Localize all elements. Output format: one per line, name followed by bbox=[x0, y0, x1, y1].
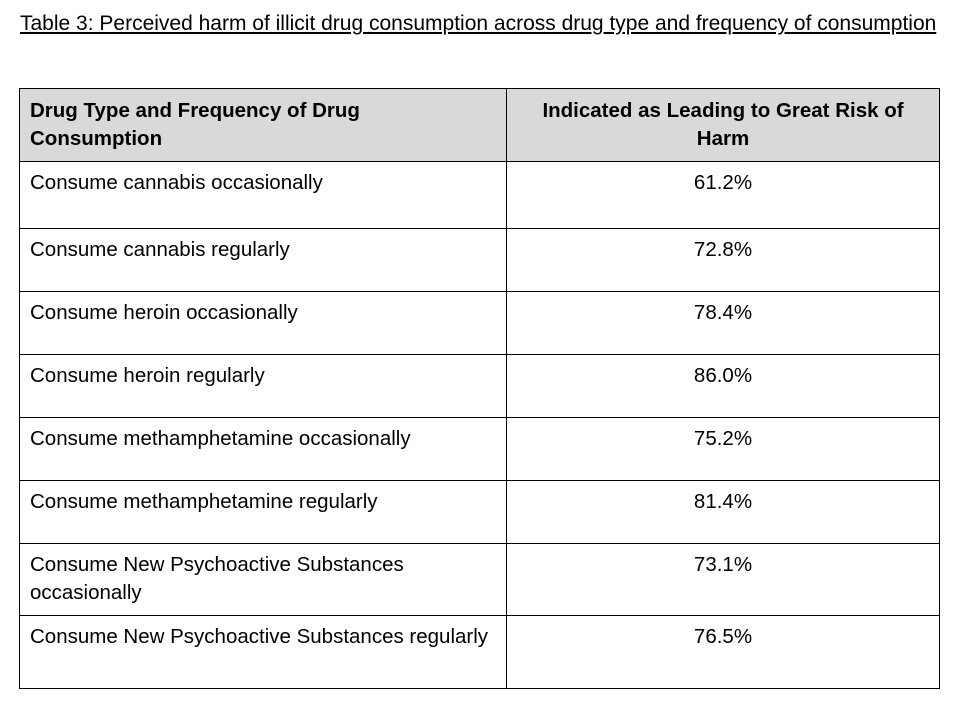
table-row: Consume cannabis regularly 72.8% bbox=[19, 228, 940, 292]
row-label: Consume heroin occasionally bbox=[19, 291, 507, 355]
table-row: Consume heroin occasionally 78.4% bbox=[19, 291, 940, 355]
column-header-drug-type: Drug Type and Frequency of Drug Consumpt… bbox=[19, 88, 507, 162]
row-value: 81.4% bbox=[506, 480, 940, 544]
row-label: Consume methamphetamine occasionally bbox=[19, 417, 507, 481]
table-row: Consume New Psychoactive Substances occa… bbox=[19, 543, 940, 616]
header-row: Drug Type and Frequency of Drug Consumpt… bbox=[19, 88, 940, 162]
row-label: Consume cannabis occasionally bbox=[19, 161, 507, 229]
table-row: Consume methamphetamine regularly 81.4% bbox=[19, 480, 940, 544]
row-label: Consume cannabis regularly bbox=[19, 228, 507, 292]
harm-table: Drug Type and Frequency of Drug Consumpt… bbox=[19, 88, 940, 689]
row-label: Consume New Psychoactive Substances regu… bbox=[19, 615, 507, 689]
table-caption: Table 3: Perceived harm of illicit drug … bbox=[20, 12, 937, 35]
table-row: Consume cannabis occasionally 61.2% bbox=[19, 161, 940, 229]
row-value: 78.4% bbox=[506, 291, 940, 355]
row-label: Consume methamphetamine regularly bbox=[19, 480, 507, 544]
row-label: Consume heroin regularly bbox=[19, 354, 507, 418]
column-header-risk-of-harm: Indicated as Leading to Great Risk of Ha… bbox=[506, 88, 940, 162]
row-label: Consume New Psychoactive Substances occa… bbox=[19, 543, 507, 616]
table-row: Consume New Psychoactive Substances regu… bbox=[19, 615, 940, 689]
row-value: 76.5% bbox=[506, 615, 940, 689]
table-row: Consume heroin regularly 86.0% bbox=[19, 354, 940, 418]
row-value: 61.2% bbox=[506, 161, 940, 229]
table-row: Consume methamphetamine occasionally 75.… bbox=[19, 417, 940, 481]
row-value: 73.1% bbox=[506, 543, 940, 616]
row-value: 86.0% bbox=[506, 354, 940, 418]
row-value: 75.2% bbox=[506, 417, 940, 481]
row-value: 72.8% bbox=[506, 228, 940, 292]
